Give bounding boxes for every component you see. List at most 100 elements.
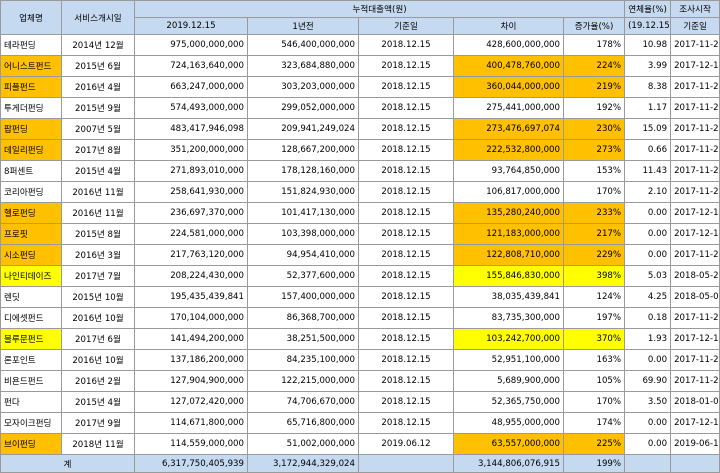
cell-base-date: 2018.12.15 bbox=[358, 55, 454, 77]
table-row: 프로핏 2015년 8월 224,581,000,000 103,398,000,00… bbox=[0, 223, 720, 245]
cell-start: 2016년 3월 bbox=[61, 244, 135, 266]
cell-delinquency: 3.50 bbox=[624, 391, 672, 413]
cell-delinquency: 0.00 bbox=[624, 223, 672, 245]
cell-year-ago: 178,128,160,000 bbox=[247, 160, 359, 182]
cell-diff: 83,735,300,000 bbox=[453, 307, 564, 329]
cell-growth: 273% bbox=[562, 139, 626, 161]
table-row: 브이펀딩 2018년 11월 114,559,000,000 51,002,000,0… bbox=[0, 433, 720, 455]
header-delinquency-date: (19.12.15) bbox=[624, 17, 672, 35]
table-row: 디에셋펀드 2016년 10월 170,104,000,000 86,368,700,… bbox=[0, 307, 720, 329]
cell-survey-date: 2017-11-22 bbox=[670, 370, 720, 392]
cell-survey-date: 2017-12-14 bbox=[670, 55, 720, 77]
cell-start: 2016년 4월 bbox=[61, 76, 135, 98]
table-row: 비욘드펀드 2016년 2월 127,904,900,000 122,215,000,… bbox=[0, 370, 720, 392]
cell-base-date: 2018.12.15 bbox=[358, 244, 454, 266]
cell-2019: 114,671,800,000 bbox=[134, 412, 248, 434]
cell-base-date: 2018.12.15 bbox=[358, 118, 454, 140]
cell-survey-date: 2017-11-22 bbox=[670, 118, 720, 140]
cell-year-ago: 209,941,249,024 bbox=[247, 118, 359, 140]
cell-name: 피플펀드 bbox=[0, 76, 62, 98]
table-row: 팝펀딩 2007년 5월 483,417,946,098 209,941,249,02… bbox=[0, 118, 720, 140]
cell-growth: 174% bbox=[562, 412, 626, 434]
cell-2019: 975,000,000,000 bbox=[134, 34, 248, 56]
cell-2019: 258,641,930,000 bbox=[134, 181, 248, 203]
cell-2019: 208,224,430,000 bbox=[134, 265, 248, 287]
cell-survey-date: 2017-11-22 bbox=[670, 181, 720, 203]
cell-survey-date: 2017-11-22 bbox=[670, 307, 720, 329]
cell-diff: 63,557,000,000 bbox=[453, 433, 564, 455]
cell-start: 2017년 9월 bbox=[61, 412, 135, 434]
cell-survey-date: 2017-11-22 bbox=[670, 76, 720, 98]
header-start: 서비스개시일 bbox=[61, 0, 135, 35]
cell-diff: 360,044,000,000 bbox=[453, 76, 564, 98]
cell-growth: 170% bbox=[562, 181, 626, 203]
cell-name: 프로핏 bbox=[0, 223, 62, 245]
cell-year-ago: 128,667,200,000 bbox=[247, 139, 359, 161]
cell-name: 브이펀딩 bbox=[0, 433, 62, 455]
header-name: 업체명 bbox=[0, 0, 62, 35]
table-row: 모자이크펀딩 2017년 9월 114,671,800,000 65,716,800,… bbox=[0, 412, 720, 434]
cell-name: 투게더펀딩 bbox=[0, 97, 62, 119]
cell-survey-date: 2018-05-08 bbox=[670, 286, 720, 308]
cell-2019: 574,493,000,000 bbox=[134, 97, 248, 119]
header-cumulative: 누적대출액(원) bbox=[133, 0, 626, 18]
cell-year-ago: 94,954,410,000 bbox=[247, 244, 359, 266]
cell-year-ago: 65,716,800,000 bbox=[247, 412, 359, 434]
header-diff: 차이 bbox=[453, 17, 564, 35]
table-body: 테라펀딩 2014년 12월 975,000,000,000 546,400,000,… bbox=[0, 34, 720, 455]
cell-year-ago: 157,400,000,000 bbox=[247, 286, 359, 308]
cell-diff: 52,951,100,000 bbox=[453, 349, 564, 371]
cell-delinquency: 0.00 bbox=[624, 244, 672, 266]
cell-diff: 106,817,000,000 bbox=[453, 181, 564, 203]
table-row: 론포인트 2016년 10월 137,186,200,000 84,235,100,0… bbox=[0, 349, 720, 371]
cell-growth: 217% bbox=[562, 223, 626, 245]
table-row: 렌딧 2015년 10월 195,435,439,841 157,400,000,00… bbox=[0, 286, 720, 308]
header-year-ago: 1년전 bbox=[247, 17, 359, 35]
cell-base-date: 2018.12.15 bbox=[358, 328, 454, 350]
cell-name: 시소펀딩 bbox=[0, 244, 62, 266]
cell-2019: 236,697,370,000 bbox=[134, 202, 248, 224]
header-2019: 2019.12.15 bbox=[134, 17, 248, 35]
table-row: 시소펀딩 2016년 3월 217,763,120,000 94,954,410,00… bbox=[0, 244, 720, 266]
cell-base-date: 2018.12.15 bbox=[358, 202, 454, 224]
cell-delinquency: 0.66 bbox=[624, 139, 672, 161]
cell-start: 2016년 11월 bbox=[61, 181, 135, 203]
table-row: 데일리펀딩 2017년 8월 351,200,000,000 128,667,200,… bbox=[0, 139, 720, 161]
cell-name: 렌딧 bbox=[0, 286, 62, 308]
cell-name: 디에셋펀드 bbox=[0, 307, 62, 329]
cell-name: 모자이크펀딩 bbox=[0, 412, 62, 434]
cell-survey-date: 2017-11-22 bbox=[670, 34, 720, 56]
cell-name: 비욘드펀드 bbox=[0, 370, 62, 392]
cell-diff: 428,600,000,000 bbox=[453, 34, 564, 56]
cell-survey-date: 2018-01-05 bbox=[670, 391, 720, 413]
table-row: 블루문펀드 2017년 6월 141,494,200,000 38,251,500,0… bbox=[0, 328, 720, 350]
cell-start: 2016년 10월 bbox=[61, 349, 135, 371]
cell-delinquency: 0.00 bbox=[624, 202, 672, 224]
table-row: 어니스트펀드 2015년 6월 724,163,640,000 323,684,880… bbox=[0, 55, 720, 77]
cell-start: 2017년 8월 bbox=[61, 139, 135, 161]
cell-diff: 122,808,710,000 bbox=[453, 244, 564, 266]
cell-2019: 351,200,000,000 bbox=[134, 139, 248, 161]
table-row: 피플펀드 2016년 4월 663,247,000,000 303,203,000,0… bbox=[0, 76, 720, 98]
cell-year-ago: 84,235,100,000 bbox=[247, 349, 359, 371]
cell-year-ago: 323,684,880,000 bbox=[247, 55, 359, 77]
cell-base-date: 2018.12.15 bbox=[358, 370, 454, 392]
cell-growth: 170% bbox=[562, 391, 626, 413]
cell-delinquency: 5.03 bbox=[624, 265, 672, 287]
table-row: 테라펀딩 2014년 12월 975,000,000,000 546,400,000,… bbox=[0, 34, 720, 56]
cell-base-date: 2018.12.15 bbox=[358, 97, 454, 119]
cell-growth: 124% bbox=[562, 286, 626, 308]
total-row: 계 6,317,750,405,939 3,172,944,329,024 3,… bbox=[0, 454, 720, 473]
cell-start: 2015년 4월 bbox=[61, 391, 135, 413]
cell-delinquency: 4.25 bbox=[624, 286, 672, 308]
cell-year-ago: 52,377,600,000 bbox=[247, 265, 359, 287]
cell-start: 2016년 10월 bbox=[61, 307, 135, 329]
cell-diff: 135,280,240,000 bbox=[453, 202, 564, 224]
header-base-date: 기준일 bbox=[358, 17, 454, 35]
cell-diff: 93,764,850,000 bbox=[453, 160, 564, 182]
table-row: 헬로펀딩 2016년 11월 236,697,370,000 101,417,130,… bbox=[0, 202, 720, 224]
cell-2019: 195,435,439,841 bbox=[134, 286, 248, 308]
cell-2019: 271,893,010,000 bbox=[134, 160, 248, 182]
cell-delinquency: 0.00 bbox=[624, 412, 672, 434]
